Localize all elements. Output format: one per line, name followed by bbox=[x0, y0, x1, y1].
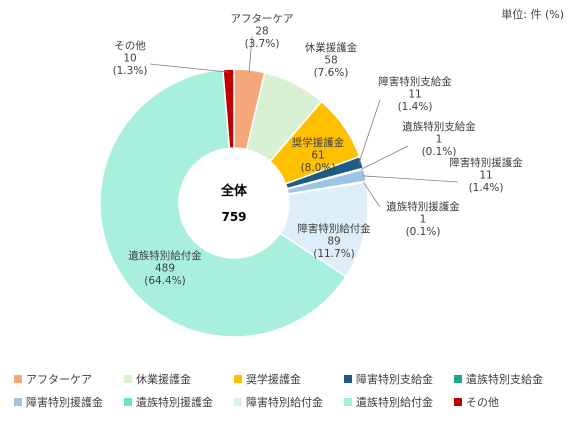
legend-item-6: 遺族特別援護金 bbox=[124, 395, 234, 409]
data-label-0: アフターケア 28 (3.7%) bbox=[231, 13, 294, 50]
data-label-8: 遺族特別給付金 489 (64.4%) bbox=[128, 249, 202, 287]
leader-line-3 bbox=[358, 99, 381, 164]
legend-swatch bbox=[344, 398, 352, 406]
unit-label: 単位: 件 (%) bbox=[501, 8, 564, 21]
legend-label: 奨学援護金 bbox=[246, 373, 301, 386]
legend-label: 遺族特別給付金 bbox=[356, 396, 433, 409]
data-label-9: その他 10 (1.3%) bbox=[113, 39, 148, 77]
legend-label: その他 bbox=[466, 396, 499, 409]
data-label-2: 奨学援護金 61 (8.0%) bbox=[292, 136, 345, 174]
legend-item-3: 障害特別支給金 bbox=[344, 372, 454, 386]
legend-label: 障害特別給付金 bbox=[246, 396, 323, 409]
legend-swatch bbox=[234, 375, 242, 383]
legend-swatch bbox=[234, 398, 242, 406]
data-label-6: 遺族特別援護金 1 (0.1%) bbox=[386, 200, 460, 238]
leader-line-4 bbox=[360, 145, 409, 170]
legend-item-2: 奨学援護金 bbox=[234, 372, 344, 386]
legend-item-9: その他 bbox=[454, 395, 564, 409]
legend-label: 障害特別支給金 bbox=[356, 373, 433, 386]
data-label-3: 障害特別支給金 11 (1.4%) bbox=[378, 75, 452, 113]
legend-swatch bbox=[14, 375, 22, 383]
legend-item-1: 休業援護金 bbox=[124, 372, 234, 386]
legend-label: 遺族特別支給金 bbox=[466, 373, 543, 386]
legend-item-5: 障害特別援護金 bbox=[14, 395, 124, 409]
legend-swatch bbox=[454, 398, 462, 406]
data-label-1: 休業援護金 58 (7.6%) bbox=[305, 41, 358, 79]
legend-label: 休業援護金 bbox=[136, 373, 191, 386]
center-value: 759 bbox=[221, 210, 246, 224]
leader-line-0 bbox=[248, 35, 253, 73]
center-title: 全体 bbox=[220, 183, 248, 199]
leader-line-5 bbox=[362, 175, 459, 183]
legend-swatch bbox=[454, 375, 462, 383]
data-label-5: 障害特別援護金 11 (1.4%) bbox=[449, 156, 523, 194]
legend-item-0: アフターケア bbox=[14, 372, 124, 386]
legend-item-7: 障害特別給付金 bbox=[234, 395, 344, 409]
slice-8 bbox=[99, 68, 348, 338]
slice-9 bbox=[222, 68, 235, 149]
legend-swatch bbox=[124, 375, 132, 383]
legend-item-4: 遺族特別支給金 bbox=[454, 372, 564, 386]
legend: アフターケア 休業援護金 奨学援護金 障害特別支給金 遺族特別支給金障害特別援護金 遺族特… bbox=[14, 372, 564, 409]
legend-label: 遺族特別援護金 bbox=[136, 396, 213, 409]
legend-swatch bbox=[14, 398, 22, 406]
leader-line-9 bbox=[149, 63, 229, 73]
data-label-7: 障害特別給付金 89 (11.7%) bbox=[297, 222, 371, 260]
legend-swatch bbox=[344, 375, 352, 383]
leader-line-6 bbox=[363, 181, 381, 208]
data-label-4: 遺族特別支給金 1 (0.1%) bbox=[402, 120, 476, 158]
legend-label: 障害特別援護金 bbox=[26, 396, 103, 409]
legend-swatch bbox=[124, 398, 132, 406]
legend-item-8: 遺族特別給付金 bbox=[344, 395, 454, 409]
legend-label: アフターケア bbox=[26, 373, 92, 386]
